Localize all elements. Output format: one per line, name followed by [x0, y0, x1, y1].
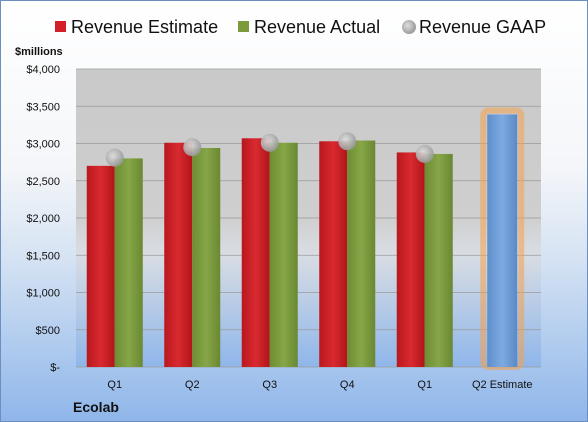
bar-revenue-actual [347, 140, 376, 367]
x-tick-label: Q2 Estimate [472, 379, 533, 391]
y-tick-label: $2,000 [26, 213, 60, 225]
y-unit-label: $millions [15, 46, 63, 58]
bar-revenue-estimate [396, 152, 425, 367]
marker-revenue-gaap [183, 138, 202, 157]
legend-swatch [402, 20, 416, 34]
y-tick-label: $1,000 [26, 288, 60, 300]
bar-q2-estimate [487, 114, 518, 367]
bar-revenue-estimate [86, 165, 115, 367]
bar-revenue-estimate [164, 142, 193, 367]
legend: Revenue Estimate Revenue Actual Revenue GA… [55, 17, 546, 37]
gridlines [76, 68, 541, 368]
x-tick-label: Q4 [340, 379, 355, 391]
marker-revenue-gaap [260, 133, 279, 152]
x-axis: Q1 Q2 Q3 Q4 Q1 Q2 Estimate [107, 379, 532, 391]
legend-swatch [238, 21, 249, 32]
y-tick-label: $1,500 [26, 250, 60, 262]
bar-revenue-actual [192, 147, 221, 367]
marker-revenue-gaap [415, 144, 434, 163]
gaap-markers [105, 132, 434, 167]
marker-revenue-gaap [105, 148, 124, 167]
bar-revenue-actual [269, 142, 298, 367]
y-tick-label: $500 [36, 325, 60, 337]
x-tick-label: Q1 [107, 379, 122, 391]
x-tick-label: Q2 [185, 379, 200, 391]
legend-label: Revenue Actual [254, 17, 380, 37]
x-tick-label: Q3 [262, 379, 277, 391]
y-axis: $- $500 $1,000 $1,500 $2,000 $2,500 $3,000 $3,5… [26, 64, 60, 374]
company-label: Ecolab [73, 399, 119, 415]
y-tick-label: $- [50, 362, 60, 374]
bar-revenue-estimate [241, 138, 270, 367]
legend-swatch [55, 21, 66, 32]
marker-revenue-gaap [338, 132, 357, 151]
x-tick-label: Q1 [417, 379, 432, 391]
y-tick-label: $3,500 [26, 101, 60, 113]
bars [86, 107, 525, 370]
y-tick-label: $2,500 [26, 176, 60, 188]
bar-revenue-actual [424, 153, 453, 367]
y-tick-label: $4,000 [26, 64, 60, 76]
y-tick-label: $3,000 [26, 139, 60, 151]
legend-label: Revenue GAAP [419, 17, 546, 37]
bar-revenue-actual [114, 158, 143, 367]
bar-revenue-estimate [319, 141, 348, 367]
legend-label: Revenue Estimate [71, 17, 218, 37]
